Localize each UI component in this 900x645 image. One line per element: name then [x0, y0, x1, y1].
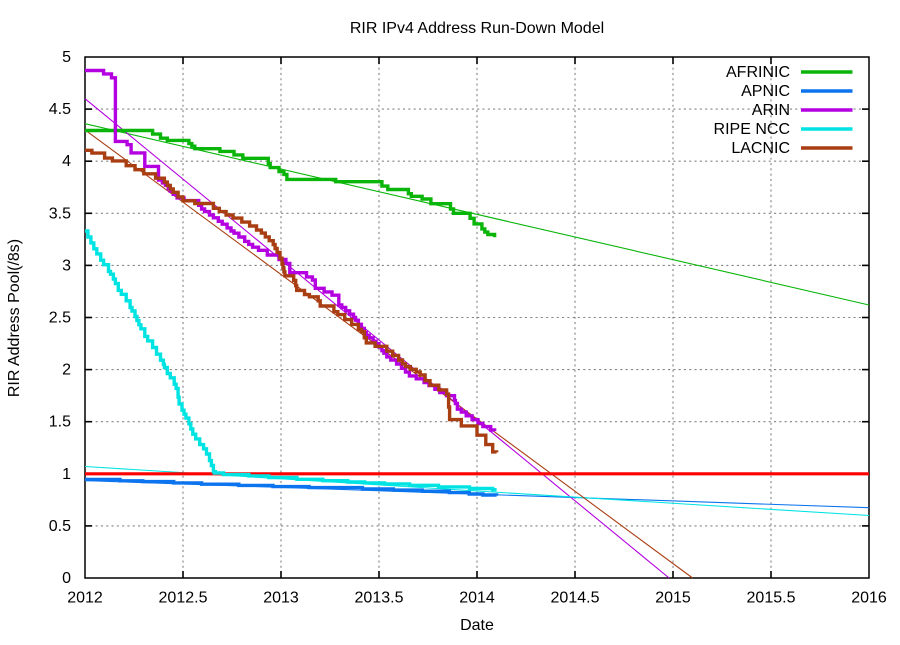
svg-text:ARIN: ARIN [752, 102, 790, 119]
svg-text:RIPE NCC: RIPE NCC [714, 121, 790, 138]
svg-text:2013: 2013 [263, 590, 299, 607]
svg-text:2015.5: 2015.5 [747, 590, 796, 607]
svg-text:0.5: 0.5 [49, 518, 71, 535]
svg-text:2: 2 [62, 362, 71, 379]
svg-text:5: 5 [62, 49, 71, 66]
svg-text:LACNIC: LACNIC [731, 140, 790, 157]
svg-text:2014.5: 2014.5 [551, 590, 600, 607]
svg-text:2013.5: 2013.5 [355, 590, 404, 607]
svg-text:RIR IPv4 Address Run-Down Mode: RIR IPv4 Address Run-Down Model [350, 20, 604, 37]
svg-text:APNIC: APNIC [741, 83, 790, 100]
svg-text:2015: 2015 [655, 590, 691, 607]
svg-text:3.5: 3.5 [49, 205, 71, 222]
svg-text:2012: 2012 [67, 590, 103, 607]
svg-text:AFRINIC: AFRINIC [726, 64, 790, 81]
svg-text:3: 3 [62, 257, 71, 274]
svg-text:Date: Date [460, 617, 494, 634]
svg-text:RIR Address Pool(/8s): RIR Address Pool(/8s) [6, 239, 23, 397]
svg-text:4: 4 [62, 153, 71, 170]
svg-text:0: 0 [62, 570, 71, 587]
svg-text:1.5: 1.5 [49, 414, 71, 431]
svg-text:2012.5: 2012.5 [159, 590, 208, 607]
svg-text:2016: 2016 [851, 590, 887, 607]
svg-text:4.5: 4.5 [49, 101, 71, 118]
svg-text:1: 1 [62, 466, 71, 483]
svg-text:2014: 2014 [459, 590, 495, 607]
svg-text:2.5: 2.5 [49, 310, 71, 327]
